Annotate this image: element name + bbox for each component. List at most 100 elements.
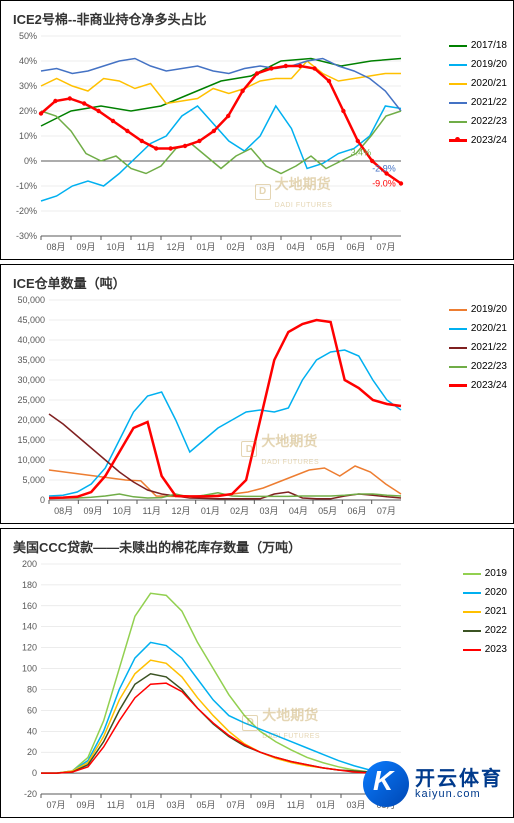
plot-area: -30%-20%-10%0%10%20%30%40%50%08月09月10月11… [1, 32, 443, 260]
x-tick-label: 11月 [287, 800, 305, 810]
x-tick-label: 05月 [196, 800, 215, 810]
legend-label: 2021/22 [471, 97, 507, 108]
legend-label: 2020/21 [471, 78, 507, 89]
y-tick-label: 35,000 [17, 355, 45, 365]
y-tick-label: 20,000 [17, 415, 45, 425]
legend-item: 2020 [463, 587, 507, 598]
y-tick-label: 140 [22, 622, 37, 632]
x-tick-label: 02月 [226, 242, 245, 252]
series-line [41, 683, 401, 773]
y-tick-label: 10,000 [17, 455, 45, 465]
chart-svg: -30%-20%-10%0%10%20%30%40%50%08月09月10月11… [1, 32, 411, 260]
x-tick-label: 01月 [316, 800, 335, 810]
kaiyun-logo-icon [363, 761, 409, 807]
x-tick-label: 07月 [46, 800, 65, 810]
series-line [41, 660, 401, 773]
chart-svg: -2002040608010012014016018020007月09月11月0… [1, 560, 411, 818]
y-tick-label: -20% [16, 206, 37, 216]
x-tick-label: 01月 [201, 506, 220, 516]
legend-swatch [449, 328, 467, 330]
legend-swatch [449, 45, 467, 47]
x-tick-label: 09月 [256, 800, 275, 810]
chart-title: ICE2号棉--非商业持仓净多头占比 [1, 1, 513, 32]
legend-swatch [449, 121, 467, 123]
series-line [41, 66, 401, 184]
y-tick-label: 30% [19, 81, 37, 91]
x-tick-label: 09月 [76, 242, 95, 252]
legend-label: 2022 [485, 625, 507, 636]
y-tick-label: 180 [22, 580, 37, 590]
x-tick-label: 08月 [54, 506, 73, 516]
chart-body: 05,00010,00015,00020,00025,00030,00035,0… [1, 296, 513, 524]
x-tick-label: 05月 [318, 506, 337, 516]
kaiyun-overlay: 开云体育kaiyun.com [363, 761, 503, 807]
chart-svg: 05,00010,00015,00020,00025,00030,00035,0… [1, 296, 411, 524]
y-tick-label: 40,000 [17, 335, 45, 345]
x-tick-label: 07月 [376, 242, 395, 252]
legend-label: 2023/24 [471, 135, 507, 146]
x-tick-label: 09月 [83, 506, 102, 516]
y-tick-label: 50% [19, 32, 37, 41]
legend-swatch [463, 592, 481, 594]
legend: 2019/20 2020/21 2021/22 2022/23 2023/24 [443, 296, 513, 524]
x-tick-label: 06月 [347, 506, 366, 516]
legend-item: 2022/23 [449, 361, 507, 372]
series-line [41, 61, 401, 104]
legend-swatch [463, 630, 481, 632]
data-label: -9.0% [372, 179, 396, 189]
legend-label: 2017/18 [471, 40, 507, 51]
y-tick-label: 15,000 [17, 435, 45, 445]
data-label: -2.9% [372, 163, 396, 173]
legend-item: 2021/22 [449, 342, 507, 353]
legend-label: 2021/22 [471, 342, 507, 353]
y-tick-label: 20% [19, 106, 37, 116]
x-tick-label: 12月 [166, 242, 185, 252]
legend-item: 2019/20 [449, 304, 507, 315]
legend-item: 2019/20 [449, 59, 507, 70]
chart-title: ICE仓单数量（吨） [1, 265, 513, 296]
kaiyun-cn: 开云体育 [415, 769, 503, 789]
legend-item: 2022 [463, 625, 507, 636]
x-tick-label: 11月 [107, 800, 125, 810]
legend-item: 2023/24 [449, 135, 507, 146]
x-tick-label: 03月 [166, 800, 185, 810]
legend-item: 2022/23 [449, 116, 507, 127]
chart-panel-3: 美国CCC贷款——未赎出的棉花库存数量（万吨）-2002040608010012… [0, 528, 514, 818]
y-tick-label: 0% [24, 156, 37, 166]
y-tick-label: 60 [27, 705, 37, 715]
y-tick-label: 10% [19, 131, 37, 141]
legend-item: 2023/24 [449, 380, 507, 391]
plot-area: 05,00010,00015,00020,00025,00030,00035,0… [1, 296, 443, 524]
x-tick-label: 08月 [46, 242, 65, 252]
x-tick-label: 09月 [76, 800, 95, 810]
legend-label: 2020/21 [471, 323, 507, 334]
x-tick-label: 06月 [346, 242, 365, 252]
y-tick-label: -20 [24, 789, 37, 799]
legend-item: 2017/18 [449, 40, 507, 51]
chart-panel-2: ICE仓单数量（吨）05,00010,00015,00020,00025,000… [0, 264, 514, 524]
y-tick-label: 0 [40, 495, 45, 505]
legend-swatch [449, 384, 467, 387]
x-tick-label: 01月 [136, 800, 155, 810]
x-tick-label: 10月 [106, 242, 125, 252]
chart-panel-1: ICE2号棉--非商业持仓净多头占比-30%-20%-10%0%10%20%30… [0, 0, 514, 260]
kaiyun-en: kaiyun.com [415, 789, 503, 800]
legend-label: 2019/20 [471, 59, 507, 70]
x-tick-label: 10月 [113, 506, 132, 516]
x-tick-label: 12月 [171, 506, 190, 516]
legend-item: 2020/21 [449, 78, 507, 89]
legend-item: 2020/21 [449, 323, 507, 334]
x-tick-label: 02月 [230, 506, 249, 516]
chart-title: 美国CCC贷款——未赎出的棉花库存数量（万吨） [1, 529, 513, 560]
legend-label: 2020 [485, 587, 507, 598]
legend-label: 2019 [485, 568, 507, 579]
y-tick-label: 25,000 [17, 395, 45, 405]
legend-swatch [449, 309, 467, 311]
legend-item: 2023 [463, 644, 507, 655]
y-tick-label: 0 [32, 768, 37, 778]
x-tick-label: 07月 [377, 506, 396, 516]
x-tick-label: 03月 [259, 506, 278, 516]
y-tick-label: 20 [27, 747, 37, 757]
legend-swatch [449, 64, 467, 66]
x-tick-label: 07月 [226, 800, 245, 810]
